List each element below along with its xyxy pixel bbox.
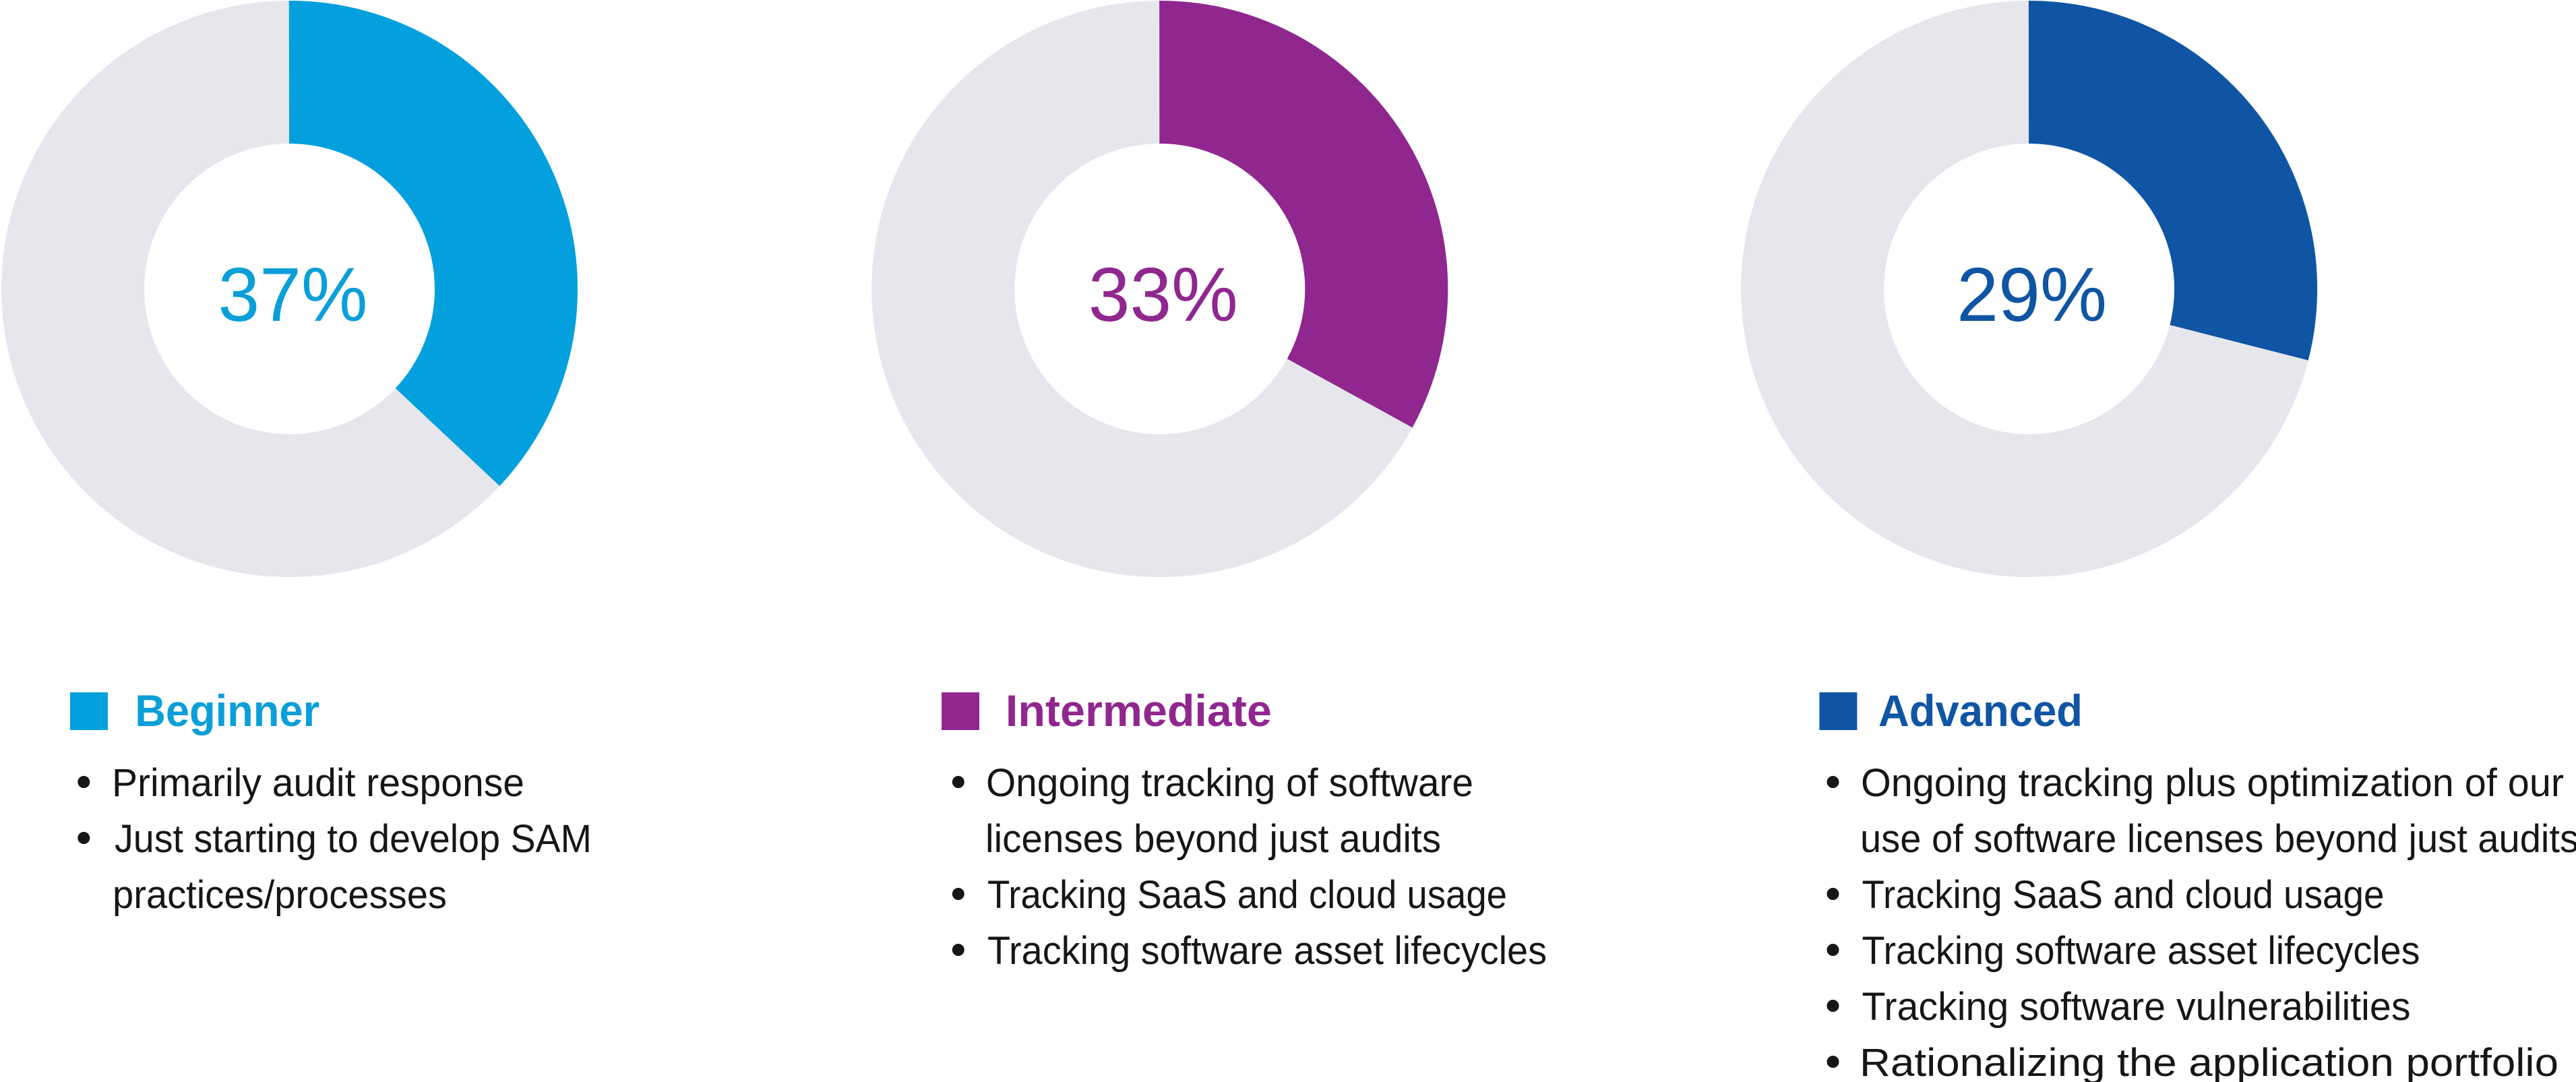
svg-text:Advanced: Advanced: [1878, 686, 2083, 735]
svg-text:practices/processes: practices/processes: [113, 873, 447, 917]
svg-text:Beginner: Beginner: [135, 686, 319, 735]
svg-text:Rationalizing the application: Rationalizing the application portfolio: [1860, 1041, 2558, 1082]
svg-text:29%: 29%: [1957, 252, 2107, 337]
svg-text:Tracking SaaS and cloud usage: Tracking SaaS and cloud usage: [987, 873, 1507, 917]
svg-text:Tracking software asset lifecy: Tracking software asset lifecycles: [987, 929, 1547, 973]
svg-text:33%: 33%: [1088, 252, 1238, 337]
svg-text:Ongoing tracking plus optimiza: Ongoing tracking plus optimization of ou…: [1861, 761, 2564, 805]
svg-text:Tracking software asset lifecy: Tracking software asset lifecycles: [1862, 929, 2420, 973]
svg-text:Tracking SaaS and cloud usage: Tracking SaaS and cloud usage: [1862, 873, 2385, 917]
svg-text:Ongoing tracking of software: Ongoing tracking of software: [986, 761, 1473, 805]
svg-text:Just starting to develop SAM: Just starting to develop SAM: [115, 817, 592, 861]
svg-text:Tracking software vulnerabilit: Tracking software vulnerabilities: [1862, 985, 2411, 1029]
svg-text:licenses beyond just audits: licenses beyond just audits: [985, 817, 1441, 861]
svg-text:Primarily audit response: Primarily audit response: [112, 761, 524, 805]
svg-text:use of software licenses beyon: use of software licenses beyond just aud…: [1860, 817, 2576, 861]
svg-text:37%: 37%: [218, 252, 368, 337]
svg-text:Intermediate: Intermediate: [1006, 686, 1272, 735]
